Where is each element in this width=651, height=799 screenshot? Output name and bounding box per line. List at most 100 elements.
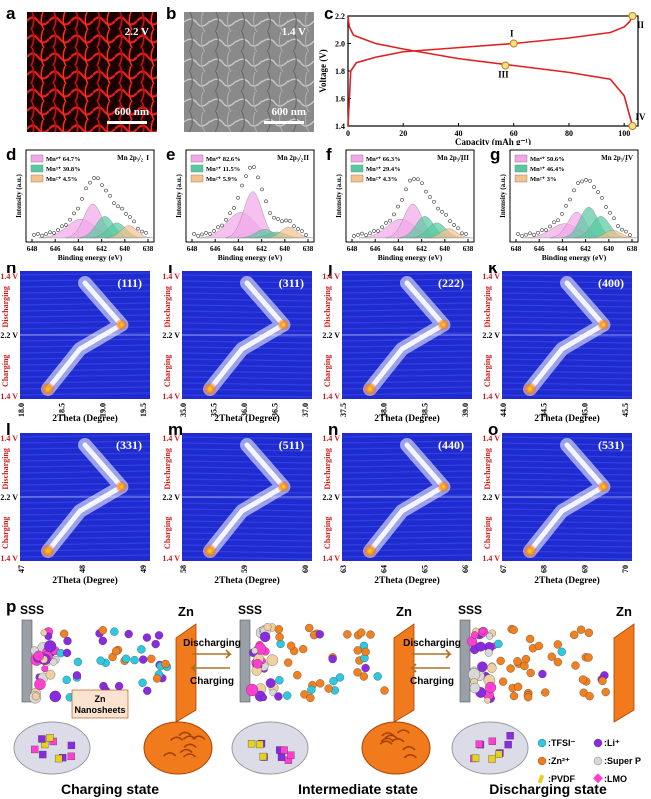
xps-data-point xyxy=(60,224,64,229)
chart-c-xtick-label: 60 xyxy=(510,129,518,138)
contour-tick-label: 38.5 xyxy=(420,403,429,417)
xps-panels: Mn⁴⁺ 64.7%Mn³⁺ 30.8%Mn²⁺ 4.5%Mn 2p₃/₂ I64… xyxy=(15,149,639,262)
tfsi-ion xyxy=(335,673,345,682)
contour-xlabel: 2Theta (Degree) xyxy=(374,413,440,424)
contour-tick-label: 65 xyxy=(420,565,429,573)
contour-texture xyxy=(19,476,151,480)
zn-ion xyxy=(523,693,533,702)
panel-label-e: e xyxy=(166,145,176,164)
contour-hotspot xyxy=(363,382,377,396)
contour-xlabel: 2Theta (Degree) xyxy=(214,575,280,586)
contour-texture xyxy=(19,464,151,468)
contour-texture xyxy=(341,326,473,330)
xps-data-point xyxy=(252,165,256,169)
xps-data-point xyxy=(444,212,448,217)
zn-nanosheets-label-2: Nanosheets xyxy=(74,705,125,715)
zn-ion xyxy=(306,693,315,703)
zoom-particle xyxy=(54,754,63,763)
chart-c-xtick-label: 20 xyxy=(399,129,407,138)
zoom-particle xyxy=(256,740,264,749)
contour-texture xyxy=(19,380,151,384)
contour-hkl: (440) xyxy=(438,438,464,452)
tfsi-ion xyxy=(62,675,71,685)
tfsi-ion xyxy=(494,639,503,649)
zoom-anode xyxy=(361,721,431,775)
contour-panels: h (111) 1.4 V 2.2 V 1.4 V Discharging Charging… xyxy=(0,265,633,586)
contour-hotspot xyxy=(115,480,128,493)
zoom-particle xyxy=(488,755,496,763)
cathode-particle xyxy=(479,627,487,635)
zn-ion xyxy=(152,674,162,683)
cathode-particle xyxy=(266,654,279,666)
zn-ion xyxy=(521,655,531,664)
contour-texture xyxy=(341,374,473,378)
sem-image-a: 2.2 V 600 nm xyxy=(27,12,157,132)
contour-texture xyxy=(181,538,313,542)
contour-xlabel: 2Theta (Degree) xyxy=(52,575,118,586)
xps-peak xyxy=(264,226,313,239)
state-label-2: Discharging state xyxy=(489,781,607,797)
contour-texture xyxy=(19,554,151,558)
panel-label-d: d xyxy=(6,145,17,164)
contour-texture xyxy=(341,458,473,462)
zoom-particle xyxy=(488,737,497,745)
zn-ion xyxy=(361,647,370,657)
zn-nanosheet xyxy=(384,734,398,739)
voltage-chart: 0 20 40 60 80 100 1.4 1.6 1.8 2.0 2.2 Capacity (mAh… xyxy=(318,12,646,145)
contour-texture xyxy=(341,320,473,324)
contour-side-top: 1.4 V xyxy=(0,272,18,281)
xps-tick-label: 646 xyxy=(210,245,221,253)
contour-side-bottom: 1.4 V xyxy=(162,392,180,401)
xps-data-point xyxy=(528,231,532,236)
contour-tick-label: 60 xyxy=(301,565,310,573)
cathode-particle xyxy=(260,694,268,702)
cathode-particle xyxy=(40,629,48,637)
zn-nanosheet xyxy=(380,737,394,742)
state-label-1: Intermediate state xyxy=(298,781,418,797)
xps-data-point xyxy=(356,232,360,237)
xps-tick-label: 642 xyxy=(96,245,107,253)
zn-ion xyxy=(498,677,508,686)
xps-roman: II xyxy=(304,154,310,162)
zn-nanosheet xyxy=(182,753,197,758)
xps-data-point xyxy=(560,212,564,216)
contour-tick-label: 66 xyxy=(461,565,470,573)
xps-data-point xyxy=(248,165,252,170)
scheme-cell-2: SSS Zn Discharging state xyxy=(451,603,635,797)
contour-side-mid: 2.2 V xyxy=(322,493,340,502)
legend-label: :Zn²⁺ xyxy=(548,756,570,766)
xps-data-point xyxy=(568,197,572,202)
contour-texture xyxy=(19,272,151,276)
xps-data-point xyxy=(296,227,300,231)
contour-side-discharging: Discharging xyxy=(323,286,332,327)
contour-texture xyxy=(501,364,633,368)
legend-marker xyxy=(593,773,603,784)
xps-xlabel: Binding energy (eV) xyxy=(542,253,607,262)
contour-tick-label: 63 xyxy=(339,565,348,573)
xps-data-point xyxy=(92,176,96,180)
zn-ion xyxy=(111,646,121,656)
contour-hotspot xyxy=(363,544,377,558)
contour-texture xyxy=(501,292,633,296)
contour-hotspot xyxy=(597,480,610,493)
legend-marker xyxy=(593,756,603,766)
contour-texture xyxy=(181,532,313,536)
contour-texture xyxy=(501,538,633,542)
contour-side-top: 1.4 V xyxy=(482,272,500,281)
xps-ylabel: Intensity (a.u.) xyxy=(335,173,343,217)
contour-texture xyxy=(181,466,313,470)
chart-c-xtick-label: 80 xyxy=(565,129,573,138)
xps-data-point xyxy=(144,230,148,235)
xps-tick-label: 644 xyxy=(557,245,568,253)
xps-legend-text: Mn²⁺ 3% xyxy=(530,176,557,183)
contour-texture xyxy=(341,296,473,300)
zn-ion xyxy=(601,687,610,697)
contour-texture xyxy=(181,376,313,380)
xps-data-point xyxy=(272,215,276,220)
tfsi-ion xyxy=(329,676,338,686)
panel-label-f: f xyxy=(326,145,332,164)
contour-texture xyxy=(341,368,473,372)
zn-ion xyxy=(520,661,529,671)
xps-data-point xyxy=(260,187,264,192)
legend-marker xyxy=(537,774,545,784)
